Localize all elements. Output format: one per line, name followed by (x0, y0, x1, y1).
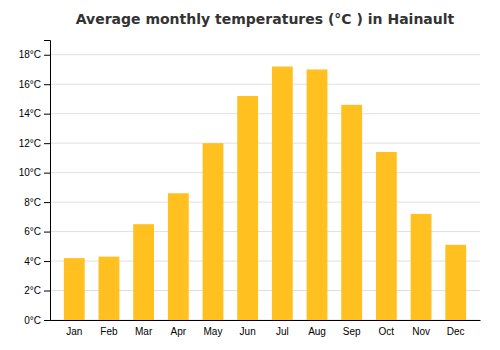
bar (307, 69, 328, 320)
grid (50, 55, 480, 320)
tick: 4°C (24, 256, 50, 267)
chart: 0°C 2°C 4°C 6°C 8°C 10°C 12°C 14°C 16°C 18°C Jan Fe… (0, 0, 500, 350)
tick-mark (44, 261, 50, 262)
tick-label: Feb (100, 326, 118, 337)
bar (445, 245, 466, 320)
tick-mark (44, 55, 50, 56)
grid-line (50, 143, 480, 144)
tick: 2°C (24, 285, 50, 296)
tick-label: Jan (66, 326, 82, 337)
bar (341, 105, 362, 320)
tick-mark (44, 114, 50, 115)
tick-mark (44, 320, 50, 321)
tick: 14°C (19, 108, 50, 119)
tick: Apr (171, 320, 187, 337)
tick-label: Nov (412, 326, 430, 337)
axis-line (44, 41, 51, 321)
tick: 8°C (24, 197, 50, 208)
bar (99, 257, 120, 320)
tick: Feb (100, 320, 118, 337)
tick: Jan (66, 320, 82, 337)
bar (237, 96, 258, 320)
bars (64, 67, 466, 320)
bar (376, 152, 397, 320)
tick-mark (44, 232, 50, 233)
tick: Jun (240, 320, 256, 337)
tick-mark (44, 143, 50, 144)
plot: 0°C 2°C 4°C 6°C 8°C 10°C 12°C 14°C 16°C 18°C Jan Fe… (19, 41, 481, 338)
tick: Oct (379, 320, 395, 337)
tick: 10°C (19, 167, 50, 178)
tick-label: Aug (308, 326, 326, 337)
tick-label: 12°C (19, 138, 41, 149)
tick-label: 4°C (24, 256, 41, 267)
tick-mark (44, 202, 50, 203)
tick-mark (44, 291, 50, 292)
bar (203, 143, 224, 320)
grid-line (50, 113, 480, 114)
tick-label: 0°C (24, 315, 41, 326)
grid-line (50, 172, 480, 173)
tick-label: 8°C (24, 197, 41, 208)
y-axis: 0°C 2°C 4°C 6°C 8°C 10°C 12°C 14°C 16°C 18°C (19, 41, 51, 326)
tick-label: 2°C (24, 285, 41, 296)
bar (411, 214, 432, 320)
tick: May (204, 320, 223, 337)
tick: Mar (135, 320, 153, 337)
tick: 0°C (24, 315, 50, 326)
tick-label: Apr (171, 326, 187, 337)
tick: Aug (308, 320, 326, 337)
tick: 12°C (19, 138, 50, 149)
tick-label: Oct (379, 326, 395, 337)
tick-label: Mar (135, 326, 153, 337)
tick-label: Jul (276, 326, 289, 337)
bar (168, 193, 189, 320)
tick: 16°C (19, 79, 50, 90)
tick: Jul (276, 320, 289, 337)
tick-label: May (204, 326, 223, 337)
grid-line (50, 54, 480, 55)
tick: Nov (412, 320, 430, 337)
x-axis: Jan Feb Mar Apr May Jun Jul Aug Sep Oct Nov Dec (51, 320, 481, 337)
tick-label: 14°C (19, 108, 41, 119)
tick-mark (44, 173, 50, 174)
tick: Sep (343, 320, 361, 337)
tick: Dec (447, 320, 465, 337)
bar (272, 67, 293, 320)
tick: 18°C (19, 49, 50, 60)
axis-line (51, 320, 481, 321)
tick-label: 6°C (24, 226, 41, 237)
grid-line (50, 202, 480, 203)
grid-line (50, 84, 480, 85)
tick: 6°C (24, 226, 50, 237)
bar (64, 258, 85, 320)
tick-mark (44, 84, 50, 85)
title: Average monthly temperatures (°C ) in Ha… (76, 11, 455, 27)
tick-label: 16°C (19, 79, 41, 90)
tick-label: Jun (240, 326, 256, 337)
tick-label: 18°C (19, 49, 41, 60)
tick-label: 10°C (19, 167, 41, 178)
tick-label: Dec (447, 326, 465, 337)
bar (133, 224, 154, 320)
tick-label: Sep (343, 326, 361, 337)
